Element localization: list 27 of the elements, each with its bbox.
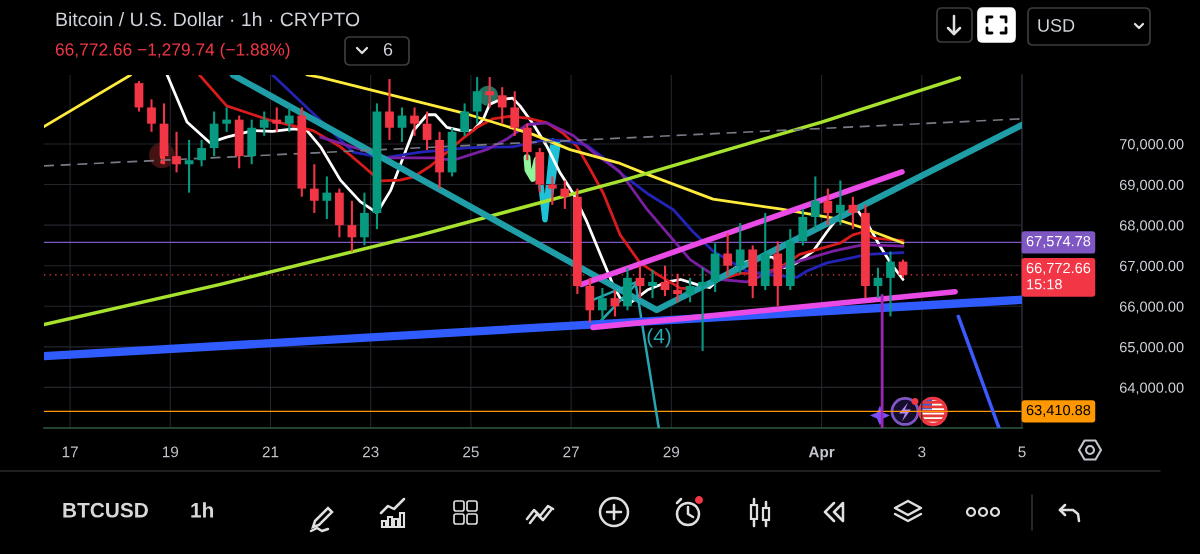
y-tick-label: 64,000.00 — [1119, 382, 1184, 395]
x-tick-label: 29 — [663, 446, 680, 458]
y-tick-label: 65,000.00 — [1119, 341, 1184, 354]
x-tick-label: 23 — [362, 446, 379, 458]
x-tick-label: 3 — [918, 446, 926, 458]
x-tick-label: 25 — [463, 446, 479, 458]
chart-title: Bitcoin / U.S. Dollar · 1h · CRYPTO — [56, 11, 360, 27]
text: 6 — [383, 43, 393, 56]
y-tick-label: 68,000.00 — [1119, 220, 1184, 233]
ref-line-label: 66,772.66 15:18 — [1026, 262, 1091, 290]
text: 1h — [191, 502, 214, 518]
x-tick-label: 21 — [262, 446, 279, 458]
text: USD — [1038, 19, 1075, 32]
x-tick-label: 17 — [62, 446, 78, 458]
y-tick-label: 69,000.00 — [1119, 179, 1184, 192]
y-tick-label: 70,000.00 — [1119, 139, 1184, 152]
x-tick-label: Apr — [808, 446, 835, 461]
ref-line-label: 63,410.88 — [1026, 404, 1091, 417]
y-tick-label: 66,000.00 — [1119, 301, 1184, 314]
x-tick-label: 27 — [563, 446, 579, 458]
text: BTCUSD — [63, 502, 148, 518]
x-tick-label: 5 — [1018, 446, 1026, 458]
ref-line-label: 67,574.78 — [1026, 235, 1091, 249]
x-tick-label: 19 — [162, 446, 179, 458]
chart-subtitle: 66,772.66 −1,279.74 (−1.88%) — [55, 42, 290, 60]
y-tick-label: 67,000.00 — [1119, 260, 1184, 273]
annotation: (4) — [647, 328, 671, 348]
